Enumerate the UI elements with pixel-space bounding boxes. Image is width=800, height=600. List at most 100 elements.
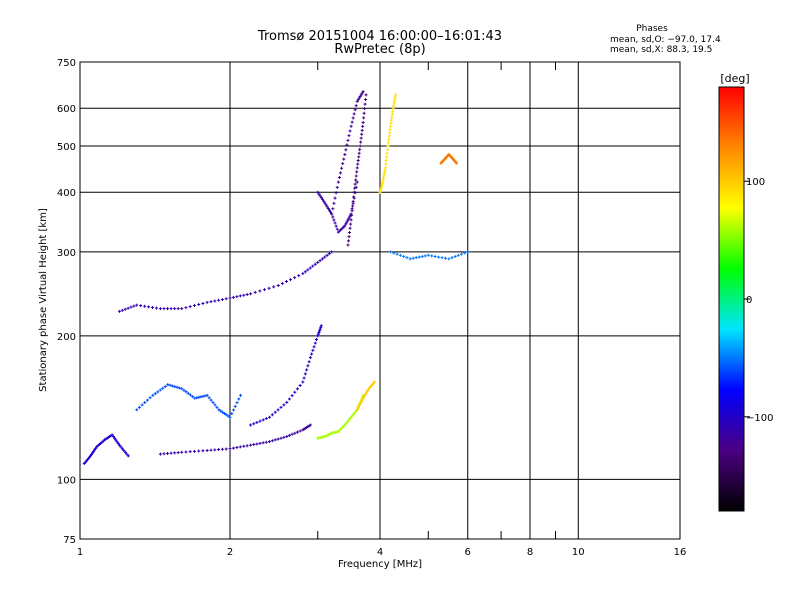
data-point	[313, 262, 317, 266]
data-point	[437, 255, 441, 259]
data-point	[197, 449, 201, 453]
data-point	[316, 190, 320, 194]
data-point	[389, 118, 393, 122]
data-point	[258, 441, 262, 445]
data-point	[221, 410, 225, 414]
data-point	[447, 257, 451, 261]
data-point	[348, 230, 352, 234]
series	[378, 93, 398, 194]
data-point	[120, 447, 124, 451]
data-point	[325, 253, 329, 257]
data-point	[355, 166, 359, 170]
data-point	[231, 295, 235, 299]
y-tick-label: 300	[57, 248, 76, 259]
data-point	[122, 449, 126, 453]
data-point	[360, 128, 364, 132]
data-point	[358, 148, 362, 152]
data-point	[389, 250, 393, 254]
series	[117, 250, 334, 313]
colorbar-tick-label: −100	[746, 413, 773, 424]
data-point	[319, 325, 323, 329]
data-point	[267, 286, 271, 290]
data-point	[90, 452, 94, 456]
data-point	[346, 218, 350, 222]
grid-lines	[79, 62, 681, 539]
data-point	[161, 386, 165, 390]
data-point	[388, 131, 392, 135]
data-point	[293, 390, 297, 394]
data-point	[327, 208, 331, 212]
data-point	[233, 404, 237, 408]
data-point	[343, 224, 347, 228]
data-point	[224, 413, 228, 417]
data-point	[305, 368, 309, 372]
data-point	[355, 170, 359, 174]
data-point	[306, 364, 310, 368]
data-point	[235, 295, 239, 299]
data-point	[316, 260, 320, 264]
data-point	[335, 185, 339, 189]
data-point	[264, 417, 268, 421]
data-point	[337, 176, 341, 180]
data-point	[148, 396, 152, 400]
y-tick-label: 75	[63, 535, 76, 546]
data-points	[82, 90, 470, 465]
data-point	[242, 444, 246, 448]
stats-x-mode: mean, sd,X: 88.3, 19.5	[610, 45, 712, 55]
data-point	[184, 390, 188, 394]
data-point	[220, 447, 224, 451]
data-point	[184, 450, 188, 454]
data-point	[317, 192, 321, 196]
data-point	[180, 307, 184, 311]
data-point	[364, 93, 368, 97]
data-point	[232, 408, 236, 412]
data-point	[162, 307, 166, 311]
data-point	[173, 385, 177, 389]
data-point	[385, 155, 389, 159]
data-point	[282, 435, 286, 439]
data-point	[231, 446, 235, 450]
data-point	[228, 415, 232, 419]
data-point	[350, 213, 354, 217]
data-point	[360, 398, 364, 402]
x-axis-label: Frequency [MHz]	[338, 559, 422, 570]
data-point	[347, 239, 351, 243]
data-point	[359, 140, 363, 144]
data-point	[94, 446, 98, 450]
data-point	[354, 178, 358, 182]
data-point	[143, 401, 147, 405]
data-point	[273, 438, 277, 442]
data-point	[352, 190, 356, 194]
data-point	[450, 256, 454, 260]
data-point	[361, 124, 365, 128]
data-point	[158, 388, 162, 392]
data-point	[315, 337, 319, 341]
data-point	[211, 401, 215, 405]
data-point	[276, 437, 280, 441]
data-point	[389, 121, 393, 125]
data-point	[276, 408, 280, 412]
data-point	[430, 254, 434, 258]
data-point	[459, 252, 463, 256]
data-point	[235, 401, 239, 405]
x-tick-label: 10	[572, 547, 585, 558]
data-point	[332, 218, 336, 222]
data-point	[295, 430, 299, 434]
data-point	[253, 290, 257, 294]
data-point	[168, 383, 172, 387]
data-point	[308, 423, 312, 427]
data-point	[349, 218, 353, 222]
data-point	[219, 409, 223, 413]
data-point	[126, 306, 130, 310]
y-tick-label: 500	[57, 142, 76, 153]
data-point	[158, 452, 162, 456]
data-point	[173, 451, 177, 455]
data-point	[318, 329, 322, 333]
y-axis-ticks: 75 100 200 300 400 500 600 750	[57, 58, 76, 546]
data-point	[414, 256, 418, 260]
data-point	[207, 396, 211, 400]
data-point	[433, 254, 437, 258]
data-point	[261, 441, 265, 445]
data-point	[363, 107, 367, 111]
data-point	[276, 283, 280, 287]
